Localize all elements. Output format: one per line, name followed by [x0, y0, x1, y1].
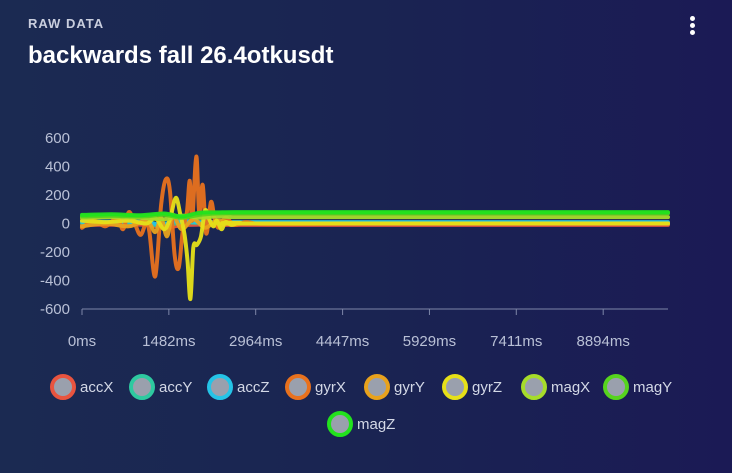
legend-item-magY[interactable]: magY [603, 374, 672, 400]
x-tick-label: 5929ms [403, 333, 456, 350]
legend-label: accX [80, 379, 113, 396]
legend-swatch [364, 374, 390, 400]
y-tick-label: -600 [40, 301, 70, 318]
x-tick-label: 0ms [68, 333, 96, 350]
y-tick-label: 400 [45, 159, 70, 176]
legend-swatch [285, 374, 311, 400]
legend-swatch [129, 374, 155, 400]
x-tick-label: 2964ms [229, 333, 282, 350]
legend-item-accX[interactable]: accX [50, 374, 113, 400]
y-tick-label: 600 [45, 130, 70, 147]
x-tick-label: 1482ms [142, 333, 195, 350]
legend-swatch [327, 411, 353, 437]
legend-label: magX [551, 379, 590, 396]
legend-label: gyrZ [472, 379, 502, 396]
y-tick-label: -200 [40, 244, 70, 261]
legend-item-magX[interactable]: magX [521, 374, 590, 400]
y-tick-label: -400 [40, 273, 70, 290]
legend-swatch [442, 374, 468, 400]
legend-swatch [521, 374, 547, 400]
legend-label: magZ [357, 416, 395, 433]
legend-label: gyrX [315, 379, 346, 396]
legend-item-accY[interactable]: accY [129, 374, 192, 400]
legend-swatch [207, 374, 233, 400]
x-tick-label: 7411ms [490, 333, 542, 350]
chart-axes: 600 400 200 0 -200 -400 -600 0ms 1482ms 2964ms 444… [40, 130, 668, 350]
legend-swatch [50, 374, 76, 400]
x-tick-label: 4447ms [316, 333, 369, 350]
card-eyebrow: RAW DATA [28, 16, 105, 31]
legend-label: accY [159, 379, 192, 396]
legend-item-gyrZ[interactable]: gyrZ [442, 374, 502, 400]
x-tick-label: 8894ms [577, 333, 630, 350]
y-tick-label: 200 [45, 187, 70, 204]
legend-item-gyrY[interactable]: gyrY [364, 374, 425, 400]
chart-legend: accX accY accZ gyrX gyrY gyrZ magX magY magZ [50, 374, 672, 437]
y-tick-label: 0 [62, 216, 70, 233]
chart-series-lines [80, 154, 670, 302]
legend-label: accZ [237, 379, 270, 396]
legend-label: magY [633, 379, 672, 396]
legend-item-magZ[interactable]: magZ [327, 411, 395, 437]
legend-label: gyrY [394, 379, 425, 396]
legend-item-gyrX[interactable]: gyrX [285, 374, 346, 400]
series-line-magZ [80, 210, 670, 219]
legend-swatch [603, 374, 629, 400]
more-vertical-icon[interactable] [684, 14, 702, 36]
page-title: backwards fall 26.4otkusdt [28, 42, 334, 69]
legend-item-accZ[interactable]: accZ [207, 374, 270, 400]
